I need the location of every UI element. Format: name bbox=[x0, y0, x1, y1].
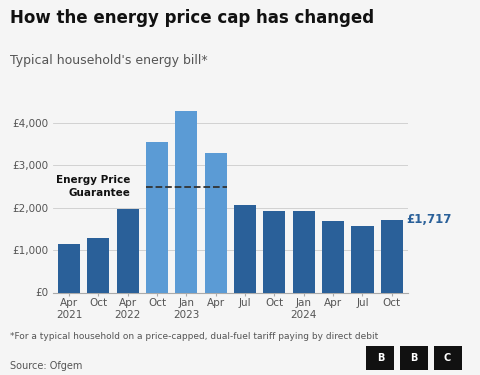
Text: Typical household's energy bill*: Typical household's energy bill* bbox=[10, 54, 207, 68]
Text: Source: Ofgem: Source: Ofgem bbox=[10, 361, 82, 371]
Bar bbox=[381, 220, 403, 292]
Bar bbox=[58, 244, 80, 292]
Bar bbox=[87, 238, 109, 292]
Bar bbox=[234, 205, 256, 292]
Text: Energy Price
Guarantee: Energy Price Guarantee bbox=[56, 176, 131, 198]
Text: C: C bbox=[444, 353, 451, 363]
Text: How the energy price cap has changed: How the energy price cap has changed bbox=[10, 9, 374, 27]
Bar bbox=[293, 211, 315, 292]
Text: £1,717: £1,717 bbox=[407, 213, 452, 226]
Bar bbox=[264, 211, 286, 292]
Text: B: B bbox=[377, 353, 384, 363]
Bar bbox=[117, 209, 139, 292]
Text: B: B bbox=[410, 353, 418, 363]
Bar bbox=[175, 111, 197, 292]
Bar bbox=[146, 142, 168, 292]
Bar bbox=[322, 221, 344, 292]
Text: *For a typical household on a price-capped, dual-fuel tariff paying by direct de: *For a typical household on a price-capp… bbox=[10, 332, 378, 341]
Bar bbox=[204, 153, 227, 292]
Bar bbox=[351, 226, 373, 292]
